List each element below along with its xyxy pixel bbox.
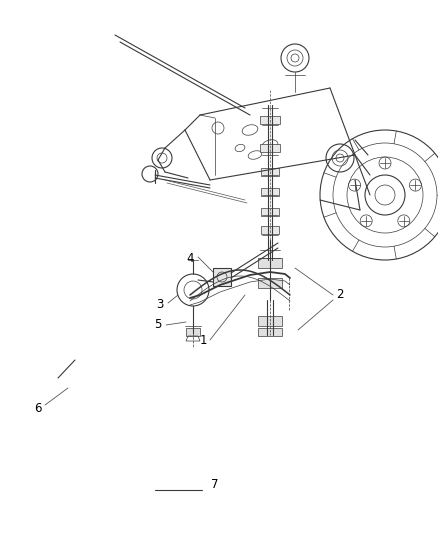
FancyBboxPatch shape xyxy=(213,268,231,286)
FancyBboxPatch shape xyxy=(258,278,282,288)
Text: 4: 4 xyxy=(186,252,194,264)
Text: 5: 5 xyxy=(154,319,162,332)
FancyBboxPatch shape xyxy=(261,226,279,234)
FancyBboxPatch shape xyxy=(186,328,200,336)
FancyBboxPatch shape xyxy=(258,258,282,268)
FancyBboxPatch shape xyxy=(258,328,282,336)
FancyBboxPatch shape xyxy=(261,188,279,196)
Text: 2: 2 xyxy=(336,288,344,302)
FancyBboxPatch shape xyxy=(261,168,279,176)
Text: 3: 3 xyxy=(156,298,164,311)
Text: 1: 1 xyxy=(199,334,207,346)
FancyBboxPatch shape xyxy=(261,208,279,216)
FancyBboxPatch shape xyxy=(258,316,282,326)
FancyBboxPatch shape xyxy=(260,144,280,152)
Text: 7: 7 xyxy=(211,479,219,491)
Text: 6: 6 xyxy=(34,401,42,415)
FancyBboxPatch shape xyxy=(260,116,280,124)
